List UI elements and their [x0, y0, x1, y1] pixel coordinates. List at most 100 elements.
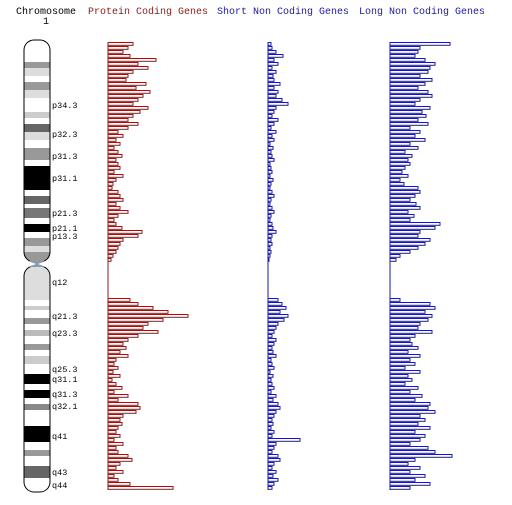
chromosome-band	[24, 410, 50, 426]
bar	[107, 334, 139, 338]
bar	[267, 462, 275, 466]
bar	[107, 310, 169, 314]
chromosome-band	[24, 160, 50, 166]
bar	[267, 106, 277, 110]
bar	[107, 394, 129, 398]
bar	[389, 374, 409, 378]
bar	[267, 86, 275, 90]
bar	[389, 410, 436, 414]
bar	[107, 126, 129, 130]
band-label: q31.1	[52, 375, 78, 385]
bar	[107, 98, 139, 102]
chromosome-band	[24, 318, 50, 324]
chromosome-band	[24, 404, 50, 410]
bar	[389, 158, 409, 162]
bar	[107, 442, 124, 446]
bar	[267, 58, 275, 62]
bar	[107, 118, 129, 122]
bar	[389, 150, 406, 154]
bar	[107, 54, 131, 58]
bar	[107, 362, 115, 366]
bar	[389, 362, 416, 366]
bar	[267, 438, 301, 442]
bar	[267, 314, 289, 318]
bar	[389, 378, 413, 382]
bar	[107, 434, 121, 438]
bar	[389, 62, 436, 66]
bar	[267, 450, 273, 454]
chromosome-band	[24, 112, 50, 118]
bar	[389, 330, 433, 334]
bar	[389, 470, 411, 474]
bar	[267, 342, 275, 346]
bar	[267, 318, 285, 322]
bar	[107, 302, 139, 306]
bar	[389, 214, 415, 218]
bar	[389, 230, 421, 234]
bar	[107, 122, 139, 126]
bar	[267, 330, 275, 334]
chromosome-band	[24, 68, 50, 76]
bar	[107, 346, 127, 350]
bar	[107, 254, 114, 258]
bar	[389, 338, 411, 342]
bar	[107, 202, 117, 206]
band-label: q32.1	[52, 402, 78, 412]
bar	[107, 154, 123, 158]
chromosome-band	[24, 398, 50, 404]
bar	[389, 154, 413, 158]
bar	[107, 46, 129, 50]
bar	[267, 118, 279, 122]
bar	[107, 242, 121, 246]
bar	[107, 314, 189, 318]
bar	[267, 374, 274, 378]
bar	[389, 434, 426, 438]
bar	[389, 210, 409, 214]
bar	[107, 474, 115, 478]
bar	[107, 70, 134, 74]
bar	[107, 318, 164, 322]
bar	[267, 350, 274, 354]
bar	[107, 226, 123, 230]
bar	[389, 450, 436, 454]
chromosome-band	[24, 62, 50, 68]
bar	[389, 478, 416, 482]
bar	[267, 458, 281, 462]
chromosome-band	[24, 190, 50, 196]
bar	[267, 178, 274, 182]
bar	[267, 418, 273, 422]
chromosome-band	[24, 232, 50, 238]
bar	[389, 146, 419, 150]
q-arm	[24, 266, 50, 492]
bar	[107, 50, 124, 54]
bar	[107, 374, 121, 378]
bar	[107, 478, 119, 482]
bar	[267, 482, 275, 486]
bar	[389, 162, 411, 166]
bar	[107, 186, 113, 190]
band-label: q43	[52, 468, 67, 478]
bar	[267, 170, 273, 174]
bar	[107, 438, 115, 442]
bar	[267, 54, 284, 58]
bar	[107, 210, 129, 214]
bar	[107, 146, 115, 150]
bar	[389, 142, 411, 146]
bar	[389, 46, 421, 50]
chromosome-band	[24, 98, 50, 112]
chromosome-band	[24, 208, 50, 218]
bar	[389, 42, 451, 46]
bar	[389, 134, 416, 138]
chromosome-band	[24, 246, 50, 252]
bar	[389, 198, 411, 202]
bar	[267, 306, 287, 310]
bar	[107, 130, 119, 134]
bar	[389, 474, 426, 478]
bar	[107, 170, 115, 174]
bar	[267, 122, 275, 126]
bar	[107, 306, 154, 310]
bar	[267, 454, 279, 458]
chromosome-band	[24, 466, 50, 478]
bar	[267, 302, 283, 306]
bar	[267, 206, 273, 210]
